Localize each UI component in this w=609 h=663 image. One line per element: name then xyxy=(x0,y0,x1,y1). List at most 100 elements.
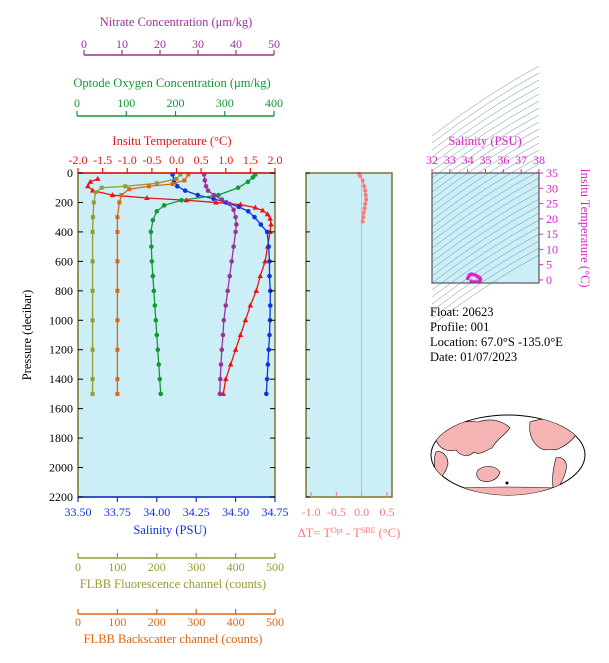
fluorescence-tick-label: 0 xyxy=(75,560,81,574)
pressure-tick-label: 1600 xyxy=(49,402,73,416)
nitrate-point xyxy=(229,259,234,264)
delta-t-point xyxy=(360,219,365,224)
backscatter-tick-label: 300 xyxy=(187,615,205,629)
ts-density-contour xyxy=(431,233,540,305)
temperature-point xyxy=(232,346,239,352)
ts-density-contour xyxy=(431,156,540,228)
main-plot-area xyxy=(78,173,275,497)
ts-x-tick-label: 32 xyxy=(426,153,438,167)
backscatter-tick-label: 500 xyxy=(266,615,284,629)
delta-t-point xyxy=(363,193,368,198)
ts-y-tick-label: 20 xyxy=(546,212,558,226)
temperature-point xyxy=(247,302,254,308)
fluorescence-point xyxy=(90,318,95,323)
salinity-point xyxy=(264,391,269,397)
fluorescence-point xyxy=(91,200,96,205)
ts-density-contour xyxy=(431,177,540,249)
delta-t-title-lead: ΔT= T xyxy=(298,526,332,540)
fluorescence-point xyxy=(90,229,95,234)
ts-density-contour xyxy=(431,107,540,179)
ts-density-contour xyxy=(431,219,540,291)
ts-y-tick-label: 10 xyxy=(546,242,558,256)
temperature-point xyxy=(262,258,268,264)
pressure-tick-label: 2200 xyxy=(49,490,73,504)
fluorescence-point xyxy=(90,215,95,220)
salinity-tick-label: 34.00 xyxy=(143,505,170,519)
salinity-point xyxy=(252,214,257,220)
delta-t-point xyxy=(363,201,368,206)
nitrate-point xyxy=(217,391,223,397)
ts-density-contour xyxy=(431,65,540,137)
ts-density-contour xyxy=(431,121,540,193)
delta-t-point xyxy=(361,210,366,215)
map-land-asia xyxy=(435,419,511,456)
main-plot-series xyxy=(85,172,274,397)
temperature-point xyxy=(94,175,101,181)
fluorescence-point xyxy=(90,347,95,352)
ts-density-contour xyxy=(431,191,540,263)
delta-t-point xyxy=(364,197,369,202)
ts-density-contour xyxy=(431,128,540,200)
oxygen-point xyxy=(150,217,156,223)
ts-density-contour xyxy=(431,240,540,312)
delta-t-point xyxy=(363,188,368,193)
profile-number: Profile: 001 xyxy=(430,320,489,334)
salinity-point xyxy=(267,332,272,338)
backscatter-point xyxy=(119,193,124,198)
backscatter-point xyxy=(115,229,120,234)
ts-y-tick-label: 30 xyxy=(546,181,558,195)
delta-t-point xyxy=(361,215,366,220)
ts-density-contour xyxy=(431,205,540,277)
ts-y-tick-label: 35 xyxy=(546,166,558,180)
delta-t-tick-label: 0.0 xyxy=(354,505,369,519)
temperature-point xyxy=(87,178,94,184)
temperature-tick-label: -0.5 xyxy=(142,153,161,167)
salinity-point xyxy=(264,376,270,382)
float-location-marker xyxy=(505,481,509,485)
salinity-point xyxy=(195,192,201,198)
nitrate-tick-label: 0 xyxy=(81,37,87,51)
pressure-tick-label: 1200 xyxy=(49,343,73,357)
oxygen-point xyxy=(149,259,155,264)
pressure-tick-label: 800 xyxy=(55,284,73,298)
ts-density-contour xyxy=(431,226,540,298)
temperature-point xyxy=(264,211,271,217)
oxygen-tick-label: 300 xyxy=(216,96,234,110)
salinity-point xyxy=(266,244,271,249)
fluorescence-tick-label: 300 xyxy=(187,560,205,574)
delta-t-title-sup2: SBE xyxy=(361,526,376,535)
delta-t-tick-label: -1.0 xyxy=(302,505,321,519)
temperature-tick-label: 1.5 xyxy=(243,153,258,167)
oxygen-point xyxy=(150,273,156,279)
nitrate-tick-label: 30 xyxy=(192,37,204,51)
temperature-tick-label: -2.0 xyxy=(69,153,88,167)
nitrate-tick-label: 40 xyxy=(230,37,242,51)
temperature-tick-label: -1.5 xyxy=(93,153,112,167)
ts-density-contour xyxy=(431,79,540,151)
temperature-point xyxy=(222,376,229,382)
temperature-point xyxy=(227,361,234,367)
fluorescence-point xyxy=(154,181,159,186)
backscatter-tick-label: 400 xyxy=(227,615,245,629)
oxygen-point xyxy=(158,391,164,397)
nitrate-line xyxy=(203,174,238,394)
nitrate-point xyxy=(203,183,209,189)
nitrate-tick-label: 10 xyxy=(116,37,128,51)
oxygen-point xyxy=(250,175,256,180)
temperature-point xyxy=(252,204,259,210)
ts-x-tick-label: 36 xyxy=(497,153,509,167)
temperature-tick-label: 0.5 xyxy=(194,153,209,167)
salinity-tick-label: 34.25 xyxy=(183,505,210,519)
backscatter-point xyxy=(115,318,120,323)
delta-t-tick-label: 0.5 xyxy=(379,505,394,519)
temperature-point xyxy=(237,332,244,337)
oxygen-point xyxy=(149,244,154,249)
pressure-tick-label: 600 xyxy=(55,254,73,268)
backscatter-axis-title: FLBB Backscatter channel (counts) xyxy=(84,632,263,646)
oxygen-point xyxy=(179,197,184,203)
ts-salinity-title: Salinity (PSU) xyxy=(448,134,521,148)
delta-t-point xyxy=(362,206,367,211)
world-map xyxy=(430,414,586,496)
ts-density-contour xyxy=(431,163,540,235)
